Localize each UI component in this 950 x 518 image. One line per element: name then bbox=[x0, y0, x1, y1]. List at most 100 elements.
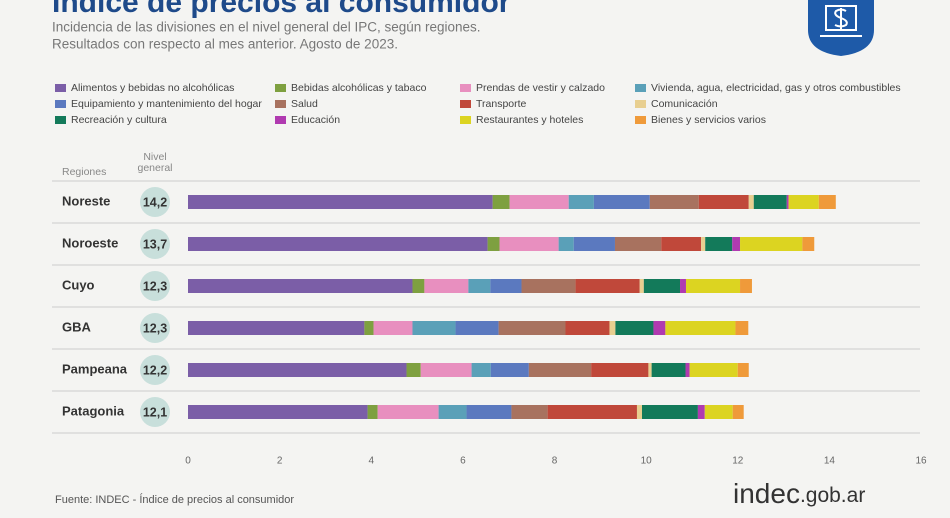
bar-segment bbox=[490, 363, 529, 377]
subtitle: Resultados con respecto al mes anterior.… bbox=[52, 37, 398, 52]
bar-segment bbox=[499, 237, 559, 251]
legend-label: Educación bbox=[291, 114, 340, 126]
category-label: GBA bbox=[62, 319, 92, 334]
x-tick-label: 2 bbox=[277, 456, 283, 467]
bar-segment bbox=[788, 195, 819, 209]
bar-segment bbox=[737, 363, 749, 377]
bar-segment bbox=[661, 237, 702, 251]
subtitle: Incidencia de las divisiones en el nivel… bbox=[52, 20, 481, 35]
source: Fuente: INDEC - Índice de precios al con… bbox=[55, 493, 294, 506]
bar-segment bbox=[492, 195, 510, 209]
total-label: 14,2 bbox=[143, 195, 167, 209]
legend-swatch bbox=[635, 100, 646, 108]
bar-segment bbox=[521, 279, 576, 293]
legend-swatch bbox=[460, 100, 471, 108]
logo-suffix: .gob.ar bbox=[800, 484, 865, 507]
bar-segment bbox=[615, 321, 654, 335]
category-label: Patagonia bbox=[62, 403, 125, 418]
bar-segment bbox=[685, 363, 690, 377]
bar-segment bbox=[648, 363, 652, 377]
x-tick-label: 8 bbox=[552, 456, 558, 467]
legend-label: Bebidas alcohólicas y tabaco bbox=[291, 82, 427, 94]
bar-segment bbox=[593, 195, 650, 209]
legend-label: Alimentos y bebidas no alcohólicas bbox=[71, 82, 234, 94]
legend-swatch bbox=[635, 116, 646, 124]
bar-segment bbox=[649, 195, 699, 209]
legend-label: Restaurantes y hoteles bbox=[476, 114, 583, 126]
bar-segment bbox=[732, 237, 741, 251]
total-label: 12,2 bbox=[143, 363, 167, 377]
bar-segment bbox=[705, 237, 733, 251]
legend-swatch bbox=[55, 116, 66, 124]
logo-main: indec bbox=[733, 478, 800, 509]
total-badge bbox=[140, 187, 170, 217]
legend-label: Comunicación bbox=[651, 98, 718, 110]
column-header-box: Nivel general bbox=[137, 152, 173, 174]
bar-segment bbox=[685, 279, 741, 293]
legend-label: Recreación y cultura bbox=[71, 114, 167, 126]
total-badge bbox=[140, 229, 170, 259]
category-label: Cuyo bbox=[62, 277, 95, 292]
total-label: 13,7 bbox=[143, 237, 167, 251]
bar-segment bbox=[565, 321, 610, 335]
bar-segment bbox=[748, 195, 754, 209]
legend-swatch bbox=[275, 116, 286, 124]
bar-segment bbox=[188, 363, 407, 377]
total-badge bbox=[140, 355, 170, 385]
bar-segment bbox=[511, 405, 548, 419]
bar-segment bbox=[732, 405, 744, 419]
bar-segment bbox=[438, 405, 467, 419]
legend-swatch bbox=[55, 84, 66, 92]
bar-segment bbox=[704, 405, 733, 419]
bar-segment bbox=[575, 279, 640, 293]
bar-segment bbox=[364, 321, 374, 335]
bar-segment bbox=[740, 279, 752, 293]
x-tick-label: 14 bbox=[824, 456, 836, 467]
bar-segment bbox=[639, 279, 644, 293]
bar-segment bbox=[735, 321, 749, 335]
icon bbox=[808, 0, 874, 56]
column-header: Nivel general bbox=[137, 152, 173, 174]
bar-segment bbox=[701, 237, 706, 251]
legend-swatch bbox=[275, 84, 286, 92]
legend-label: Prendas de vestir y calzado bbox=[476, 82, 605, 94]
bar-segment bbox=[753, 195, 787, 209]
bar-segment bbox=[498, 321, 566, 335]
bar-segment bbox=[188, 405, 368, 419]
category-label: Pampeana bbox=[62, 361, 128, 376]
bar-segment bbox=[424, 279, 469, 293]
bar-segment bbox=[636, 405, 643, 419]
legend-swatch bbox=[460, 84, 471, 92]
bar-segment bbox=[591, 363, 649, 377]
bar-segment bbox=[420, 363, 472, 377]
category-label: Noroeste bbox=[62, 235, 118, 250]
bar-segment bbox=[558, 237, 574, 251]
bar-segment bbox=[642, 405, 698, 419]
x-tick-label: 10 bbox=[641, 456, 653, 467]
bar-segment bbox=[802, 237, 815, 251]
bar-segment bbox=[490, 279, 522, 293]
bar-segment bbox=[367, 405, 378, 419]
bar-segment bbox=[547, 405, 637, 419]
x-tick-label: 16 bbox=[915, 456, 927, 467]
bar-segment bbox=[653, 321, 666, 335]
bar-segment bbox=[373, 321, 413, 335]
legend-swatch bbox=[275, 100, 286, 108]
x-tick-label: 12 bbox=[732, 456, 744, 467]
legend-label: Vivienda, agua, electricidad, gas y otro… bbox=[651, 82, 901, 94]
legend-swatch bbox=[55, 100, 66, 108]
total-label: 12,3 bbox=[143, 321, 167, 335]
bar-segment bbox=[818, 195, 836, 209]
bar-segment bbox=[568, 195, 594, 209]
bar-segment bbox=[697, 405, 705, 419]
bar-segment bbox=[665, 321, 736, 335]
bar-segment bbox=[573, 237, 615, 251]
total-badge bbox=[140, 271, 170, 301]
bar-segment bbox=[377, 405, 439, 419]
total-badge bbox=[140, 397, 170, 427]
bar-segment bbox=[614, 237, 662, 251]
bar-segment bbox=[188, 279, 413, 293]
bar-segment bbox=[188, 237, 488, 251]
